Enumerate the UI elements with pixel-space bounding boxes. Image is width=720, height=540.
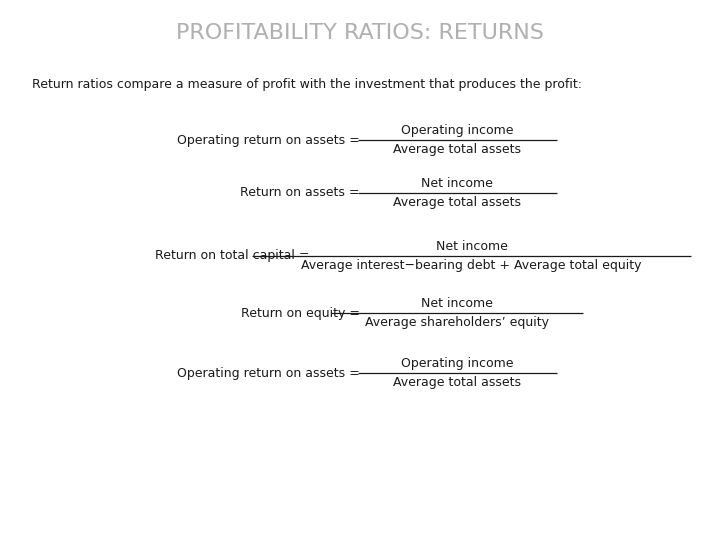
Text: Operating return on assets =: Operating return on assets = xyxy=(177,134,360,147)
Text: Operating return on assets =: Operating return on assets = xyxy=(177,367,360,380)
Text: Return ratios compare a measure of profit with the investment that produces the : Return ratios compare a measure of profi… xyxy=(32,78,582,91)
Text: Return on total capital =: Return on total capital = xyxy=(155,249,310,262)
Text: Average total assets: Average total assets xyxy=(393,196,521,209)
Text: Return on assets =: Return on assets = xyxy=(240,186,360,199)
Text: Net income: Net income xyxy=(421,177,493,190)
Text: Operating income: Operating income xyxy=(401,124,513,137)
Text: Average total assets: Average total assets xyxy=(393,376,521,389)
Text: Return on equity =: Return on equity = xyxy=(241,307,360,320)
Text: Average total assets: Average total assets xyxy=(393,143,521,156)
Text: Average shareholders’ equity: Average shareholders’ equity xyxy=(365,316,549,329)
Text: Net income: Net income xyxy=(436,240,508,253)
Text: 17: 17 xyxy=(688,516,702,525)
Text: PROFITABILITY RATIOS: RETURNS: PROFITABILITY RATIOS: RETURNS xyxy=(176,23,544,43)
Text: Copyright © 2013 CFA Institute: Copyright © 2013 CFA Institute xyxy=(18,516,193,525)
Text: Average interest−bearing debt + Average total equity: Average interest−bearing debt + Average … xyxy=(302,259,642,272)
Text: Net income: Net income xyxy=(421,297,493,310)
Text: Operating income: Operating income xyxy=(401,357,513,370)
